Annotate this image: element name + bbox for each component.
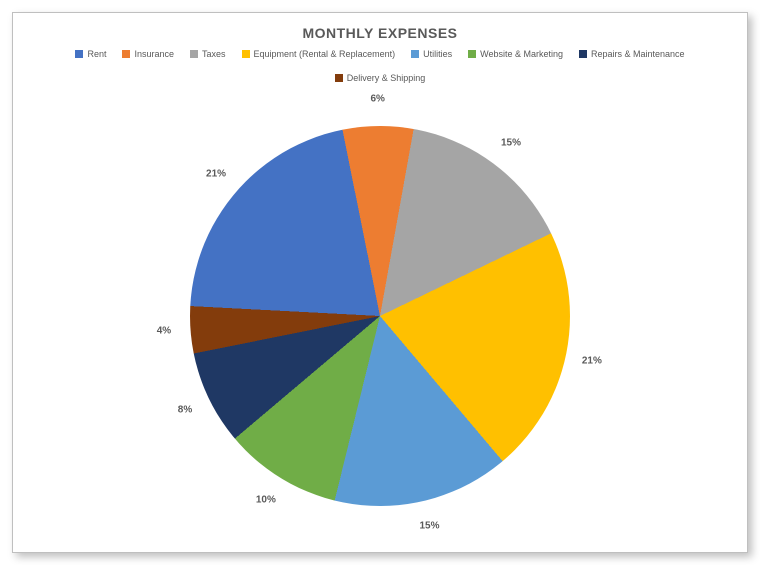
legend-label: Rent (87, 49, 106, 59)
legend-swatch (579, 50, 587, 58)
legend-swatch (190, 50, 198, 58)
slice-label: 21% (582, 355, 602, 366)
slice-label: 8% (178, 404, 192, 415)
legend-item: Website & Marketing (468, 49, 563, 59)
legend-label: Taxes (202, 49, 226, 59)
chart-legend: Rent Insurance Taxes Equipment (Rental & Re… (29, 49, 731, 83)
legend-swatch (242, 50, 250, 58)
legend-swatch (411, 50, 419, 58)
slice-label: 4% (157, 326, 171, 337)
slice-label: 15% (419, 521, 439, 532)
chart-card: MONTHLY EXPENSES Rent Insurance Taxes Equip… (12, 12, 748, 553)
chart-frame: MONTHLY EXPENSES Rent Insurance Taxes Equip… (0, 0, 760, 565)
legend-label: Delivery & Shipping (347, 73, 426, 83)
legend-swatch (75, 50, 83, 58)
chart-area: 21% 6% 15% 21% 15% 10% 8% 4% (29, 89, 731, 542)
legend-item: Taxes (190, 49, 226, 59)
legend-label: Utilities (423, 49, 452, 59)
slice-label: 6% (370, 93, 384, 104)
chart-title: MONTHLY EXPENSES (29, 25, 731, 41)
slice-label: 10% (256, 494, 276, 505)
legend-label: Equipment (Rental & Replacement) (254, 49, 396, 59)
legend-swatch (335, 74, 343, 82)
legend-swatch (122, 50, 130, 58)
legend-item: Insurance (122, 49, 174, 59)
pie-chart (190, 126, 570, 506)
slice-label: 15% (501, 137, 521, 148)
legend-label: Insurance (134, 49, 174, 59)
legend-swatch (468, 50, 476, 58)
legend-item: Equipment (Rental & Replacement) (242, 49, 396, 59)
legend-item: Rent (75, 49, 106, 59)
legend-item: Repairs & Maintenance (579, 49, 685, 59)
legend-item: Utilities (411, 49, 452, 59)
legend-item: Delivery & Shipping (335, 73, 426, 83)
slice-label: 21% (206, 168, 226, 179)
legend-label: Repairs & Maintenance (591, 49, 685, 59)
legend-label: Website & Marketing (480, 49, 563, 59)
